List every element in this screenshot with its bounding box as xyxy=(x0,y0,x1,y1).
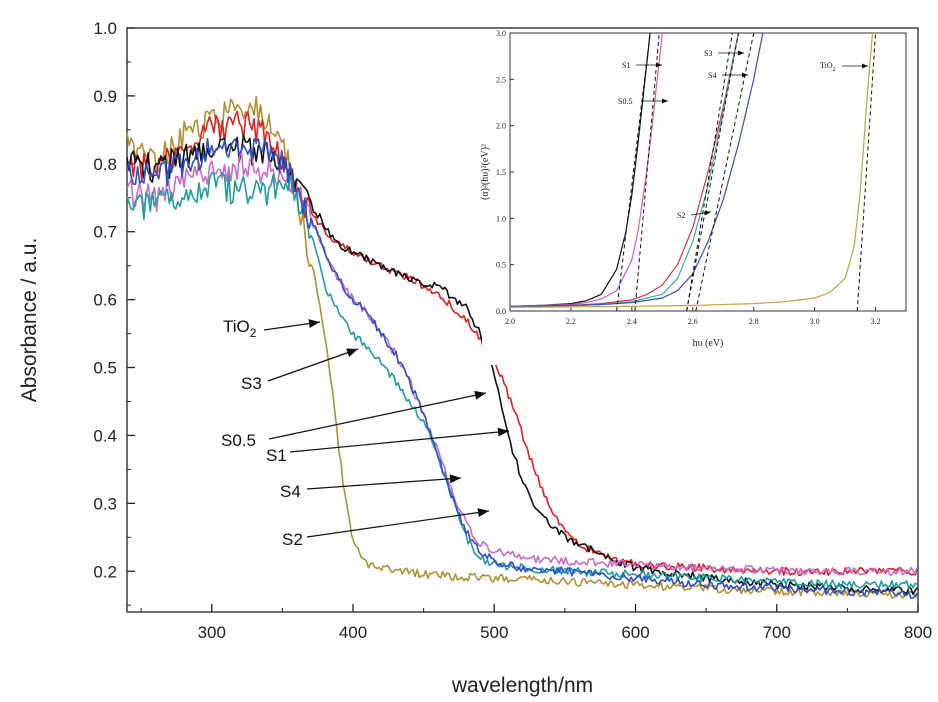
annotation-arrowhead xyxy=(477,508,489,518)
inset-chart: 0.0 0.5 1.0 1.5 2.0 2.5 3.0 2.0 2.2 2.4 2.6 2.8 3.0 3… xyxy=(480,29,912,365)
inset-fit-line xyxy=(616,32,651,312)
inset-fit-line xyxy=(634,32,660,312)
y-tick-label: 1.0 xyxy=(93,19,117,38)
inset-fit-line xyxy=(856,32,877,312)
inset-annotation-subscript: 2 xyxy=(833,67,836,73)
y-tick-label: 0.6 xyxy=(93,291,117,310)
inset-annotation-label: S2 xyxy=(677,211,685,220)
inset-fit-line xyxy=(686,32,733,312)
y-tick-label: 0.5 xyxy=(93,359,117,378)
inset-series-line-tio2 xyxy=(510,32,874,308)
y-axis-title: Absorbance / a.u. xyxy=(18,238,41,403)
inset-y-tick-label: 0.5 xyxy=(496,261,506,270)
inset-x-tick-label: 3.0 xyxy=(810,317,820,326)
inset-annotation-arrowhead xyxy=(662,98,668,104)
annotation-subscript: 2 xyxy=(250,326,257,340)
inset-y-tick-label: 2.5 xyxy=(496,75,506,84)
series-line-tio2 xyxy=(126,96,918,599)
inset-x-axis-title: hυ (eV) xyxy=(693,338,724,349)
inset-y-tick-label: 2.0 xyxy=(496,122,506,131)
annotation-arrowhead xyxy=(308,319,320,329)
inset-y-tick-label: 1.0 xyxy=(496,214,506,223)
inset-series-line-s2 xyxy=(509,32,764,307)
inset-x-tick-label: 2.0 xyxy=(505,317,515,326)
y-tick-label: 0.8 xyxy=(93,155,117,174)
inset-annotation-arrowhead xyxy=(738,50,744,56)
annotation-arrowhead xyxy=(497,427,509,437)
annotation-arrow-line xyxy=(289,430,510,453)
inset-annotation-label: S1 xyxy=(622,61,630,70)
y-tick-label: 0.3 xyxy=(93,494,117,513)
annotation-label: TiO2 xyxy=(223,317,257,340)
inset-annotation-arrowhead xyxy=(742,72,748,78)
inset-x-tick-label: 2.8 xyxy=(749,317,759,326)
inset-x-tick-label: 3.2 xyxy=(871,317,881,326)
y-tick-label: 0.4 xyxy=(93,426,117,445)
annotation-arrow-line xyxy=(268,392,487,440)
inset-annotation-arrowhead xyxy=(704,210,711,216)
main-chart: 0.2 0.3 0.4 0.5 0.6 0.7 0.8 0.9 1.0 300 400 500 600 7… xyxy=(18,19,932,697)
series-line-s3 xyxy=(126,110,919,577)
inset-annotation-arrowhead xyxy=(656,62,662,68)
y-tick-label: 0.2 xyxy=(93,562,117,581)
annotation-arrow-line xyxy=(306,477,462,490)
x-tick-label: 800 xyxy=(904,623,932,642)
y-tick-label: 0.9 xyxy=(93,87,117,106)
inset-annotation-label: S3 xyxy=(704,49,712,58)
x-tick-label: 500 xyxy=(480,623,508,642)
annotation-arrow-line xyxy=(267,348,359,382)
inset-annotation-label: S0.5 xyxy=(618,97,632,106)
x-tick-label: 400 xyxy=(339,623,367,642)
annotation-label: S4 xyxy=(280,482,301,501)
inset-annotation-label: S4 xyxy=(708,71,716,80)
inset-background xyxy=(482,29,912,365)
x-axis-title: wavelength/nm xyxy=(451,674,593,697)
series-line-s4 xyxy=(126,171,918,590)
inset-y-axis-title: (α)²(hυ)²(eV)² xyxy=(480,144,491,200)
inset-fit-line xyxy=(686,32,739,312)
y-tick-label: 0.7 xyxy=(93,223,117,242)
annotation-arrowhead xyxy=(346,348,358,357)
inset-x-tick-label: 2.6 xyxy=(688,317,698,326)
annotation-arrowhead xyxy=(449,474,461,484)
inset-x-tick-label: 2.2 xyxy=(566,317,576,326)
inset-annotation-arrowhead xyxy=(862,63,868,69)
annotation-label: S1 xyxy=(266,446,287,465)
annotation-label: S2 xyxy=(282,530,303,549)
inset-y-tick-label: 0.0 xyxy=(496,307,506,316)
x-tick-label: 600 xyxy=(621,623,649,642)
plot-frame xyxy=(126,27,919,613)
series-line-s2 xyxy=(126,137,918,599)
annotation-label: S3 xyxy=(241,374,262,393)
inset-fit-line xyxy=(695,32,755,312)
x-tick-label: 300 xyxy=(198,623,226,642)
series-line-s1 xyxy=(126,150,919,576)
inset-y-tick-label: 1.5 xyxy=(496,168,506,177)
series-line-s0-5 xyxy=(126,134,918,595)
annotation-label: S0.5 xyxy=(221,431,256,450)
annotation-arrowhead xyxy=(474,390,486,400)
inset-x-tick-label: 2.4 xyxy=(627,317,637,326)
inset-y-tick-label: 3.0 xyxy=(496,29,506,38)
x-tick-label: 700 xyxy=(763,623,791,642)
annotation-arrow-line xyxy=(306,510,490,538)
